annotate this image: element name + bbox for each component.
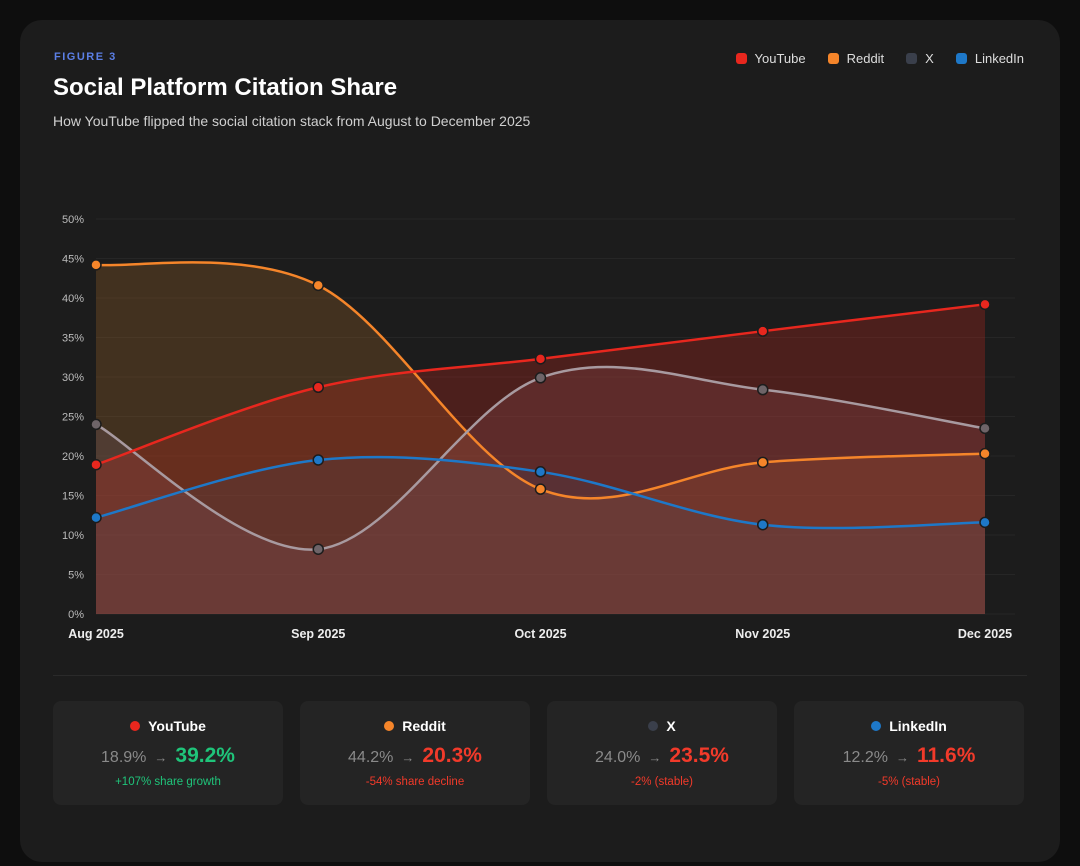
stat-to: 39.2% bbox=[175, 744, 235, 767]
arrow-icon: → bbox=[154, 750, 168, 765]
area-youtube bbox=[96, 304, 985, 614]
data-point-reddit bbox=[757, 456, 769, 469]
data-point-reddit bbox=[90, 259, 102, 271]
stat-note: -54% share decline bbox=[365, 776, 465, 788]
data-point-youtube bbox=[312, 381, 324, 394]
stat-cards: YouTube 18.9% → 39.2% +107% share growth R… bbox=[53, 701, 1024, 805]
data-point-linkedin bbox=[979, 516, 991, 529]
arrow-icon: → bbox=[648, 750, 662, 765]
data-point-x bbox=[312, 543, 324, 555]
y-tick-label: 0% bbox=[68, 609, 84, 621]
stat-note: +107% share growth bbox=[115, 776, 221, 788]
stat-card-youtube: YouTube 18.9% → 39.2% +107% share growth bbox=[53, 701, 283, 805]
data-point-x bbox=[90, 418, 102, 431]
stat-swatch bbox=[384, 721, 395, 731]
stat-swatch bbox=[648, 721, 659, 731]
arrow-icon: → bbox=[895, 750, 909, 765]
chart-title: Social Platform Citation Share bbox=[53, 74, 398, 101]
legend-swatch bbox=[906, 53, 918, 64]
stat-name: X bbox=[547, 718, 777, 734]
legend-item-x: X bbox=[906, 51, 934, 66]
stat-platform: YouTube bbox=[148, 718, 206, 734]
y-tick-label: 10% bbox=[62, 530, 84, 542]
y-tick-label: 25% bbox=[62, 412, 84, 424]
data-point-x bbox=[979, 422, 991, 435]
line-x bbox=[95, 365, 986, 551]
y-tick-label: 20% bbox=[62, 451, 84, 463]
stat-name: LinkedIn bbox=[794, 718, 1024, 734]
x-tick-label: Nov 2025 bbox=[735, 627, 790, 641]
stat-to: 20.3% bbox=[422, 744, 482, 767]
stat-swatch bbox=[871, 721, 882, 731]
divider bbox=[53, 675, 1027, 676]
figure-card: FIGURE 3 Social Platform Citation Share … bbox=[20, 20, 1060, 862]
data-point-x bbox=[757, 383, 769, 396]
stat-values: 44.2% → 20.3% bbox=[300, 744, 530, 768]
stat-card-reddit: Reddit 44.2% → 20.3% -54% share decline bbox=[300, 701, 530, 805]
y-tick-label: 50% bbox=[62, 214, 84, 226]
data-point-reddit bbox=[534, 483, 547, 495]
y-tick-label: 45% bbox=[62, 254, 84, 266]
data-point-x bbox=[534, 372, 547, 384]
legend-label: YouTube bbox=[754, 51, 806, 66]
data-point-linkedin bbox=[90, 511, 102, 524]
stat-note: -5% (stable) bbox=[878, 776, 940, 788]
stat-from: 12.2% bbox=[842, 749, 888, 766]
stat-from: 44.2% bbox=[348, 749, 394, 766]
x-tick-label: Oct 2025 bbox=[514, 627, 566, 641]
y-tick-label: 15% bbox=[62, 491, 84, 503]
stat-name: Reddit bbox=[300, 718, 530, 734]
data-point-reddit bbox=[979, 447, 991, 460]
y-tick-label: 35% bbox=[62, 333, 84, 345]
data-point-youtube bbox=[757, 325, 769, 337]
y-tick-label: 30% bbox=[62, 372, 84, 384]
legend-label: X bbox=[925, 51, 934, 66]
stat-from: 18.9% bbox=[101, 749, 147, 766]
stat-values: 12.2% → 11.6% bbox=[794, 744, 1024, 768]
stat-values: 18.9% → 39.2% bbox=[53, 744, 283, 768]
stat-name: YouTube bbox=[53, 718, 283, 734]
data-point-linkedin bbox=[757, 518, 769, 531]
y-tick-label: 40% bbox=[62, 293, 84, 305]
stat-card-x: X 24.0% → 23.5% -2% (stable) bbox=[547, 701, 777, 805]
stat-card-linkedin: LinkedIn 12.2% → 11.6% -5% (stable) bbox=[794, 701, 1024, 805]
data-point-linkedin bbox=[312, 454, 324, 466]
chart-subtitle: How YouTube flipped the social citation … bbox=[53, 113, 531, 129]
arrow-icon: → bbox=[401, 750, 415, 765]
legend-label: LinkedIn bbox=[974, 51, 1024, 66]
data-point-reddit bbox=[312, 279, 324, 292]
stat-values: 24.0% → 23.5% bbox=[547, 744, 777, 768]
x-tick-label: Aug 2025 bbox=[68, 627, 124, 641]
legend-swatch bbox=[955, 53, 967, 64]
legend-item-linkedin: LinkedIn bbox=[955, 51, 1024, 66]
stat-swatch bbox=[130, 721, 141, 731]
stat-from: 24.0% bbox=[595, 749, 641, 766]
legend-item-youtube: YouTube bbox=[735, 51, 806, 66]
stat-platform: LinkedIn bbox=[889, 718, 947, 734]
data-point-youtube bbox=[979, 298, 991, 311]
figure-label: FIGURE 3 bbox=[54, 51, 117, 63]
area-linkedin bbox=[96, 457, 985, 614]
legend-swatch bbox=[735, 53, 747, 64]
legend-swatch bbox=[827, 53, 839, 64]
data-point-youtube bbox=[90, 458, 102, 471]
data-point-linkedin bbox=[534, 466, 547, 478]
stat-to: 23.5% bbox=[669, 744, 729, 767]
x-tick-label: Sep 2025 bbox=[291, 627, 345, 641]
stat-platform: Reddit bbox=[402, 718, 446, 734]
legend-label: Reddit bbox=[846, 51, 885, 66]
stat-note: -2% (stable) bbox=[631, 776, 693, 788]
legend: YouTube Reddit X LinkedIn bbox=[735, 51, 1024, 66]
stat-platform: X bbox=[666, 718, 676, 734]
line-reddit bbox=[95, 261, 986, 500]
y-tick-label: 5% bbox=[68, 570, 84, 582]
x-tick-label: Dec 2025 bbox=[958, 627, 1012, 641]
data-point-youtube bbox=[534, 353, 547, 365]
legend-item-reddit: Reddit bbox=[827, 51, 885, 66]
stat-to: 11.6% bbox=[916, 744, 976, 767]
